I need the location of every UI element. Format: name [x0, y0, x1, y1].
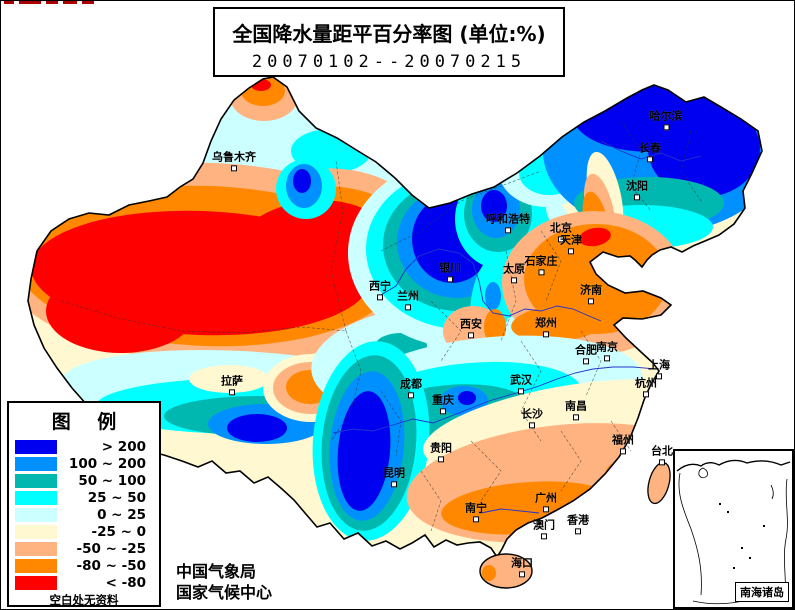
- legend-range-label: -50 ~ -25: [76, 540, 147, 557]
- legend-row: 50 ~ 100: [9, 472, 159, 489]
- legend-range-label: 100 ~ 200: [68, 455, 146, 472]
- legend-box: 图 例 > 200 100 ~ 200 50 ~ 100 25 ~ 50 0 ~ 25-…: [7, 401, 161, 607]
- legend-row: -80 ~ -50: [9, 557, 159, 574]
- legend-swatch: [15, 524, 57, 539]
- province-boundaries: [60, 120, 702, 532]
- legend-row: 100 ~ 200: [9, 455, 159, 472]
- legend-swatch: [15, 541, 57, 556]
- legend-row: > 200: [9, 438, 159, 455]
- credit: 中国气象局 国家气候中心: [176, 561, 272, 603]
- legend-range-label: 0 ~ 25: [97, 506, 146, 523]
- legend-swatch: [15, 473, 57, 488]
- legend-range-label: -25 ~ 0: [91, 523, 147, 540]
- south-china-sea-inset: 南海诸岛: [673, 449, 794, 609]
- inset-label: 南海诸岛: [735, 582, 789, 602]
- credit-line-1: 中国气象局: [176, 562, 257, 581]
- legend-swatch: [15, 490, 57, 505]
- legend-note: 空白处无资料: [49, 593, 119, 607]
- legend-range-label: > 200: [101, 438, 146, 455]
- legend-swatch: [15, 507, 57, 522]
- map-date-range: 20070102--20070215: [251, 52, 527, 72]
- credit-line-2: 国家气候中心: [176, 583, 273, 602]
- legend-range-label: 50 ~ 100: [78, 472, 146, 489]
- clipped-text-artifact: [4, 1, 94, 5]
- taiwan-island: [647, 461, 671, 505]
- china-outline: [27, 76, 763, 559]
- map-title: 全国降水量距平百分率图 (单位:%): [232, 22, 546, 46]
- legend-swatch: [15, 575, 57, 590]
- legend-swatch: [15, 558, 57, 573]
- legend-row: -50 ~ -25: [9, 540, 159, 557]
- map-title-box: 全国降水量距平百分率图 (单位:%) 20070102--20070215: [213, 7, 565, 77]
- legend-range-label: -80 ~ -50: [76, 557, 147, 574]
- legend-title: 图 例: [51, 411, 117, 433]
- legend-swatch: [15, 456, 57, 471]
- legend-row: 0 ~ 25: [9, 506, 159, 523]
- rivers: [332, 140, 702, 514]
- legend-row: < -80: [9, 574, 159, 591]
- legend-range-label: < -80: [105, 574, 146, 591]
- legend-row: 25 ~ 50: [9, 489, 159, 506]
- legend-rows: > 200 100 ~ 200 50 ~ 100 25 ~ 50 0 ~ 25 -25 ~…: [9, 438, 159, 591]
- hainan-island: [479, 553, 533, 589]
- legend-swatch: [15, 439, 57, 454]
- legend-range-label: 25 ~ 50: [87, 489, 146, 506]
- legend-row: -25 ~ 0: [9, 523, 159, 540]
